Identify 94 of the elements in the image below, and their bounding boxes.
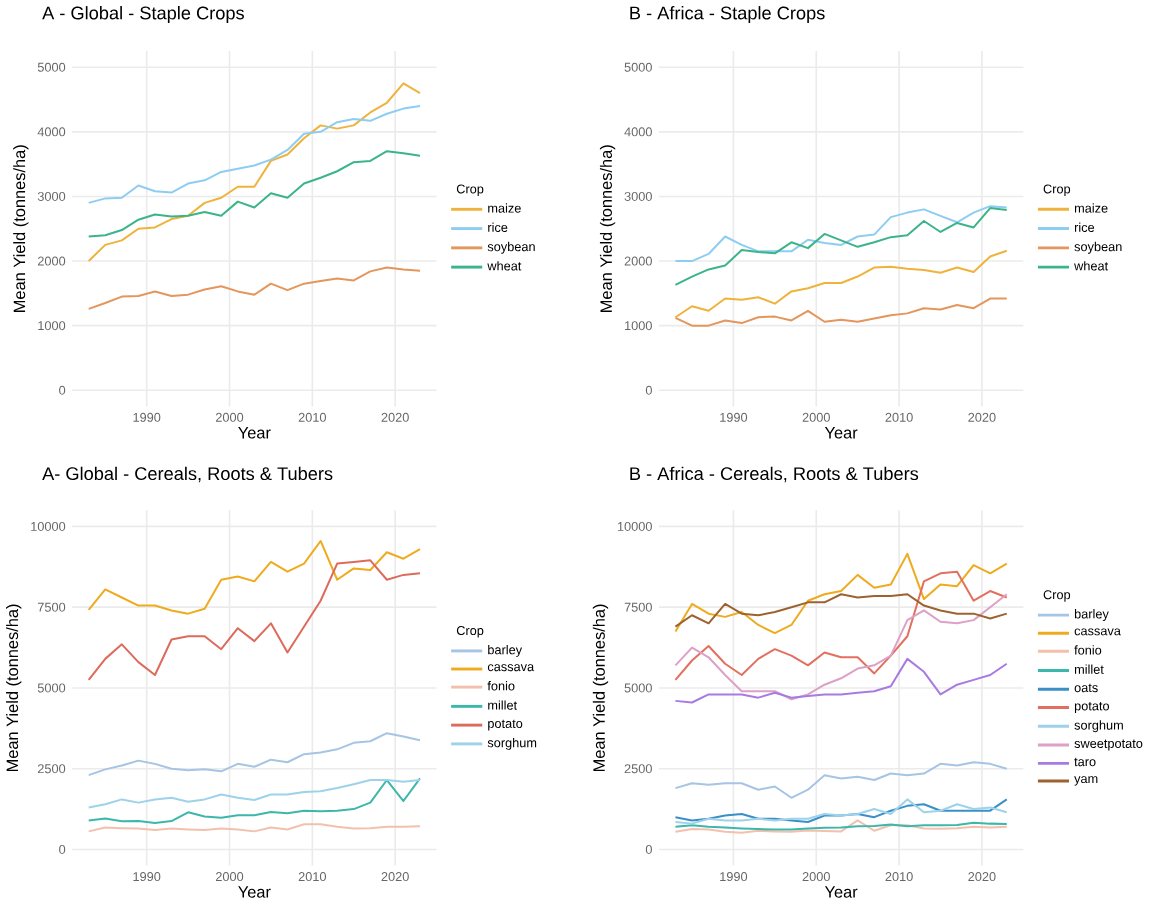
legend-label: millet — [488, 700, 518, 710]
legend-label: wheat — [1074, 261, 1109, 271]
x-tick-label: 2020 — [381, 872, 409, 882]
y-tick-label: 2000 — [624, 256, 652, 266]
legend-label: soybean — [487, 241, 535, 254]
y-tick-label: 5000 — [37, 683, 66, 693]
chart-title: A - Global - Staple Crops — [42, 6, 244, 24]
y-axis-title: Mean Yield (tonnes/ha) — [13, 145, 29, 312]
line-series — [674, 593, 1008, 628]
line-series — [87, 732, 421, 777]
line-series — [87, 82, 421, 263]
x-tick-label: 2020 — [381, 412, 409, 422]
y-tick-label: 0 — [59, 845, 66, 855]
y-tick-label: 0 — [645, 385, 652, 395]
legend-label: wheat — [487, 261, 522, 271]
legend-label: barley — [1074, 609, 1109, 622]
line-series — [87, 540, 421, 615]
x-tick-label: 2010 — [885, 412, 913, 422]
legend-label: potato — [1074, 702, 1110, 714]
x-tick-label: 2000 — [215, 412, 244, 422]
y-tick-label: 5000 — [624, 683, 652, 693]
y-axis-title: Mean Yield (tonnes/ha) — [599, 145, 616, 312]
legend-label: maize — [1074, 203, 1108, 213]
x-tick-label: 1990 — [720, 872, 748, 882]
legend-title: Crop — [1043, 184, 1071, 197]
y-tick-label: 2500 — [37, 764, 66, 774]
line-series — [674, 570, 1008, 681]
legend-label: taro — [1074, 757, 1096, 767]
y-tick-label: 7500 — [624, 602, 652, 612]
line-series — [674, 297, 1008, 327]
legend-label: millet — [1074, 664, 1104, 674]
legend-label: sorghum — [487, 738, 537, 750]
legend-label: yam — [1074, 776, 1098, 786]
legend-label: soybean — [1074, 241, 1122, 254]
x-tick-label: 1990 — [720, 412, 748, 422]
y-tick-label: 0 — [645, 845, 652, 855]
legend-label: maize — [488, 203, 521, 213]
legend-label: sweetpotato — [1074, 739, 1143, 751]
x-tick-label: 2010 — [298, 412, 327, 422]
legend-label: cassava — [487, 664, 535, 672]
legend-label: cassava — [1074, 628, 1121, 636]
line-series — [87, 777, 421, 825]
x-tick-label: 1990 — [133, 872, 161, 882]
line-series — [87, 779, 421, 809]
x-tick-label: 2000 — [215, 872, 244, 882]
x-tick-label: 2010 — [885, 872, 913, 882]
y-tick-label: 3000 — [624, 192, 652, 202]
line-series — [87, 266, 421, 310]
y-tick-label: 1000 — [625, 321, 652, 331]
y-tick-label: 3000 — [37, 192, 66, 202]
legend-title: Crop — [1043, 590, 1071, 602]
legend-label: barley — [488, 645, 523, 657]
x-tick-label: 2010 — [298, 872, 327, 882]
x-tick-label: 2000 — [802, 872, 830, 882]
x-axis-title: Year — [824, 427, 858, 439]
legend-label: rice — [1074, 222, 1095, 233]
legend-title: Crop — [456, 184, 484, 197]
line-series — [674, 761, 1008, 799]
y-tick-label: 7500 — [37, 602, 66, 612]
legend-label: sorghum — [1074, 720, 1123, 733]
x-tick-label: 2020 — [968, 872, 996, 882]
y-axis-title: Mean Yield (tonnes/ha) — [592, 604, 609, 772]
x-tick-label: 2020 — [968, 412, 996, 422]
y-tick-label: 1000 — [38, 321, 66, 331]
y-tick-label: 5000 — [624, 62, 652, 72]
legend-title: Crop — [456, 626, 484, 638]
x-axis-title: Year — [238, 886, 271, 898]
legend-label: fonio — [487, 681, 515, 691]
legend-label: rice — [488, 222, 508, 233]
y-tick-label: 10000 — [31, 522, 66, 532]
y-tick-label: 2000 — [37, 256, 66, 266]
legend-label: fonio — [1074, 645, 1102, 655]
y-tick-label: 5000 — [37, 62, 66, 72]
legend-label: potato — [488, 719, 523, 731]
line-series — [674, 552, 1008, 635]
legend-label: oats — [1074, 683, 1098, 693]
line-series — [87, 105, 421, 204]
y-tick-label: 4000 — [624, 127, 652, 137]
x-axis-title: Year — [824, 886, 858, 898]
x-tick-label: 1990 — [133, 412, 161, 422]
y-axis-title: Mean Yield (tonnes/ha) — [6, 604, 22, 772]
line-series — [674, 207, 1008, 287]
line-series — [674, 249, 1008, 319]
chart-title: B - Africa - Cereals, Roots & Tubers — [630, 466, 919, 483]
line-series — [87, 823, 421, 833]
chart-title: B - Africa - Staple Crops — [630, 6, 825, 24]
y-tick-label: 4000 — [37, 127, 66, 137]
y-tick-label: 10000 — [617, 522, 652, 532]
x-axis-title: Year — [238, 427, 271, 439]
chart-title: A- Global - Cereals, Roots & Tubers — [42, 466, 333, 483]
line-series — [87, 150, 421, 238]
y-tick-label: 0 — [59, 385, 66, 395]
y-tick-label: 2500 — [624, 764, 652, 774]
x-tick-label: 2000 — [802, 412, 830, 422]
